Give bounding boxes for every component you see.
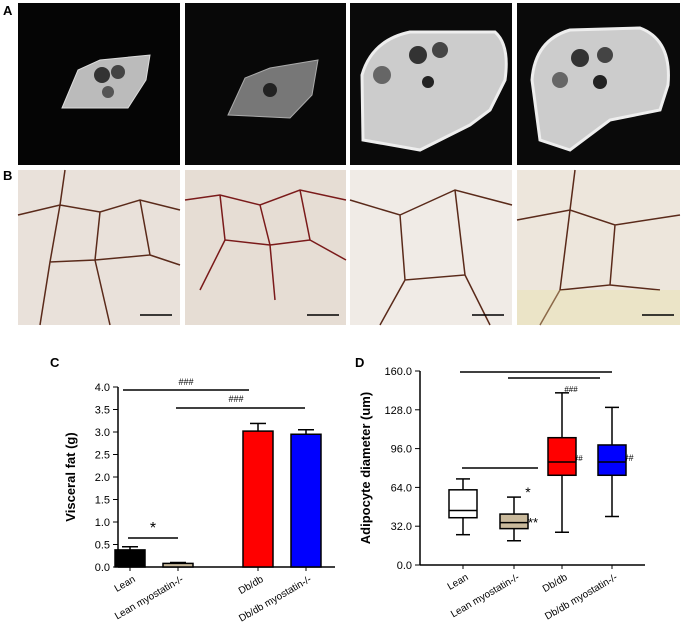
x-tick-label: Lean xyxy=(113,574,138,595)
panel-label: B xyxy=(3,168,12,183)
y-tick-label: 0.0 xyxy=(397,560,412,572)
bar xyxy=(114,549,146,568)
box xyxy=(448,489,478,519)
box xyxy=(597,444,627,477)
annotation: ### xyxy=(178,377,193,387)
y-tick-label: 2.0 xyxy=(95,472,110,484)
y-tick-label: 1.0 xyxy=(95,517,110,529)
y-tick-label: 3.0 xyxy=(95,427,110,439)
y-axis-label: Visceral fat (g) xyxy=(63,432,78,521)
box xyxy=(499,513,529,530)
annotation: * xyxy=(150,520,156,537)
x-tick-label: Db/db xyxy=(541,572,570,595)
panel-label: D xyxy=(355,355,364,370)
x-tick-label: Db/db xyxy=(237,574,266,597)
annotation: * xyxy=(525,484,531,500)
bar xyxy=(162,562,194,568)
annotation: ### xyxy=(228,394,243,404)
panel-label: C xyxy=(50,355,60,370)
panel-b-images xyxy=(17,169,681,326)
y-tick-label: 2.5 xyxy=(95,450,110,462)
annotation: ### xyxy=(564,385,578,394)
y-axis-label: Adipocyte diameter (um) xyxy=(358,392,373,544)
x-tick-label: Lean xyxy=(446,572,471,593)
annotation: ** xyxy=(528,515,538,530)
y-tick-label: 0.5 xyxy=(95,540,110,552)
y-tick-label: 0.0 xyxy=(95,562,110,574)
bar xyxy=(242,430,274,568)
y-tick-label: 3.5 xyxy=(95,405,110,417)
y-tick-label: 64.0 xyxy=(391,482,412,494)
box xyxy=(547,436,577,477)
bar xyxy=(290,433,322,568)
y-tick-label: 32.0 xyxy=(391,521,412,533)
y-tick-label: 4.0 xyxy=(95,382,110,394)
panel-label: A xyxy=(3,3,13,18)
y-tick-label: 160.0 xyxy=(384,366,412,378)
y-tick-label: 128.0 xyxy=(384,405,412,417)
panel-a-images xyxy=(18,3,680,165)
y-tick-label: 1.5 xyxy=(95,495,110,507)
y-tick-label: 96.0 xyxy=(391,444,412,456)
